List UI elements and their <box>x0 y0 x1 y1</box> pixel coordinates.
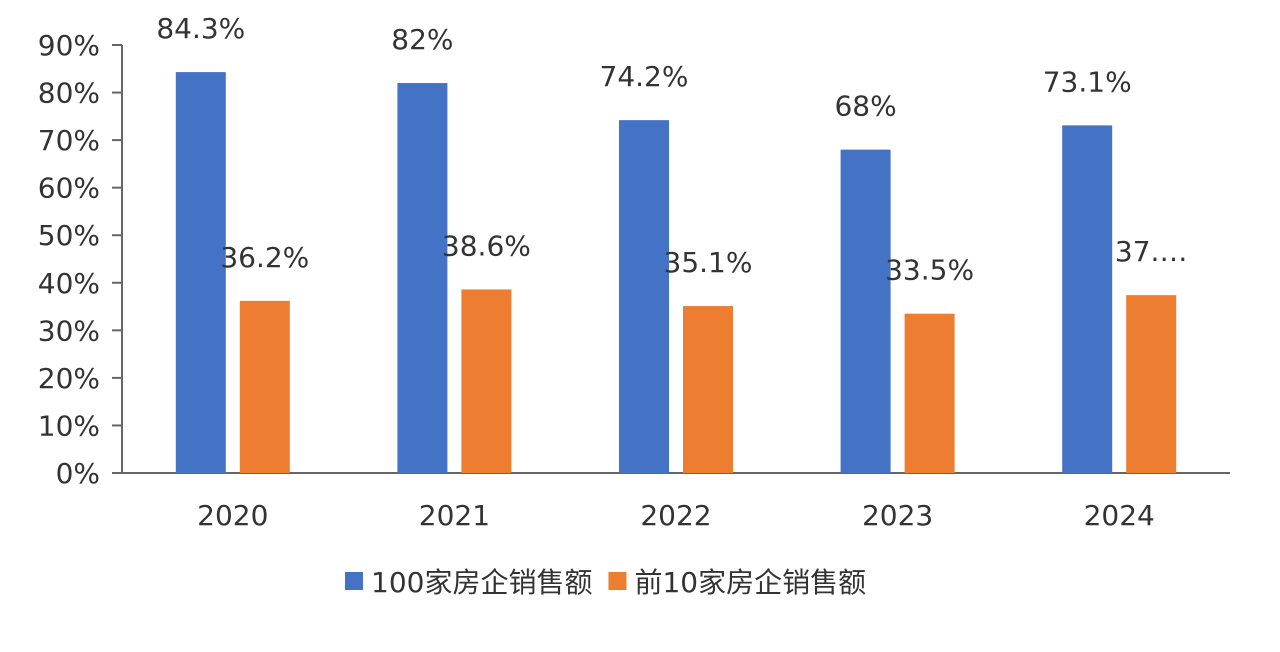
axis-layer: 0% 10% 20% 30% 40% 50% 60% 70% 80% 90% 2020 2021 202… <box>38 29 1230 532</box>
x-tick-label: 2023 <box>862 499 933 532</box>
data-label: 74.2% <box>600 60 689 93</box>
bar-top10-2020 <box>239 300 290 473</box>
data-label: 37.… <box>1115 235 1188 268</box>
data-label: 82% <box>391 23 453 56</box>
bar-top100-2020 <box>175 72 226 474</box>
legend-label: 100家房企销售额 <box>371 566 592 599</box>
legend-swatch <box>608 572 627 590</box>
legend: 100家房企销售额 前10家房企销售额 <box>345 566 866 599</box>
bar-top10-2023 <box>904 313 955 473</box>
data-label: 68% <box>834 90 896 123</box>
bar-top10-2022 <box>683 306 733 473</box>
y-tick-label: 20% <box>38 362 100 395</box>
bar-top100-2021 <box>397 83 448 474</box>
legend-label: 前10家房企销售额 <box>634 566 866 599</box>
y-tick-label: 40% <box>38 267 100 300</box>
data-label: 35.1% <box>664 246 753 279</box>
y-tick-label: 60% <box>38 172 100 205</box>
bar-layer <box>175 72 1177 474</box>
bar-top10-2024 <box>1126 295 1177 473</box>
y-tick-label: 0% <box>56 457 100 490</box>
y-tick-label: 80% <box>38 77 100 110</box>
data-label: 36.2% <box>220 241 309 274</box>
x-tick-label: 2024 <box>1084 499 1155 532</box>
x-tick-label: 2020 <box>197 499 268 532</box>
x-tick-label: 2022 <box>640 499 711 532</box>
bar-top100-2024 <box>1062 125 1113 473</box>
y-tick-label: 10% <box>38 409 100 442</box>
y-tick-label: 90% <box>38 29 100 62</box>
y-tick-label: 70% <box>38 124 100 157</box>
bar-top10-2021 <box>461 289 512 473</box>
label-layer: 84.3% 36.2% 82% 38.6% 74.2% 35.1% 68% 33.5% 73.1… <box>156 12 1187 287</box>
bar-top100-2023 <box>840 149 891 473</box>
bar-top100-2022 <box>619 120 669 473</box>
data-label: 38.6% <box>442 229 531 262</box>
x-tick-label: 2021 <box>419 499 490 532</box>
data-label: 33.5% <box>885 254 974 287</box>
y-tick-label: 30% <box>38 314 100 347</box>
legend-swatch <box>345 572 363 590</box>
data-label: 73.1% <box>1043 65 1132 98</box>
data-label: 84.3% <box>156 12 245 45</box>
y-tick-label: 50% <box>38 219 100 252</box>
